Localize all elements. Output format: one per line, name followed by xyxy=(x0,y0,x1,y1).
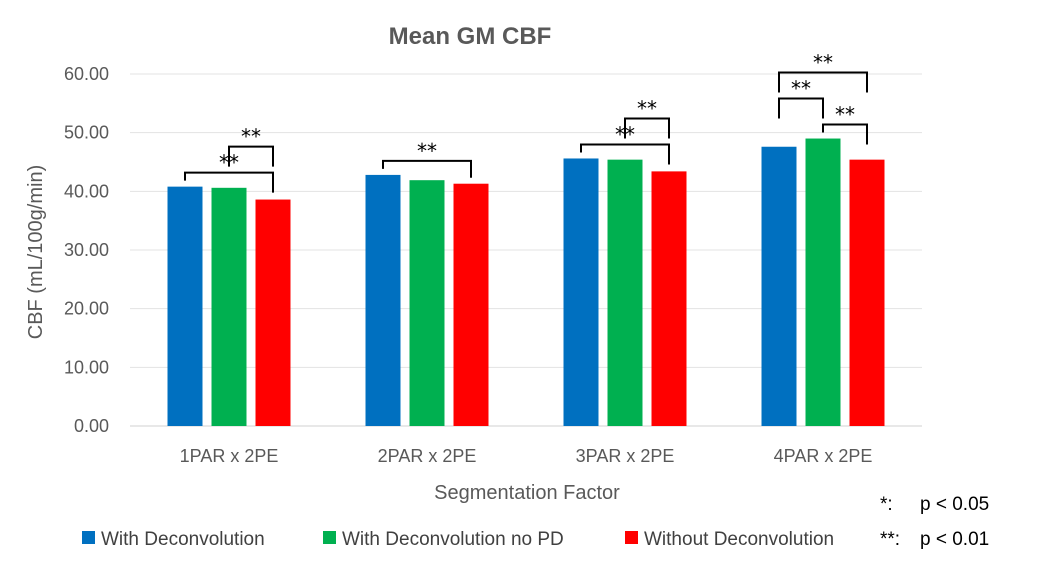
bar xyxy=(805,138,841,427)
significance-bracket xyxy=(228,145,274,167)
bar xyxy=(849,159,885,427)
significance-label: ** xyxy=(637,96,657,120)
significance-legend-symbol: *: xyxy=(880,494,893,515)
significance-label: ** xyxy=(835,103,855,127)
significance-label: ** xyxy=(417,139,437,163)
y-tick-label: 60.00 xyxy=(64,64,109,84)
y-axis-ticks: 0.00 10.00 20.00 30.00 40.00 50.00 60.00 xyxy=(64,64,109,436)
y-tick-label: 10.00 xyxy=(64,357,109,377)
bar xyxy=(255,199,291,426)
bar xyxy=(211,187,247,426)
x-tick-label: 2PAR x 2PE xyxy=(378,446,477,466)
legend-label: With Deconvolution no PD xyxy=(342,529,564,550)
x-tick-label: 1PAR x 2PE xyxy=(180,446,279,466)
x-axis-ticks: 1PAR x 2PE 2PAR x 2PE 3PAR x 2PE 4PAR x 2PE xyxy=(180,446,873,466)
bar xyxy=(365,174,401,426)
legend: With Deconvolution With Deconvolution no … xyxy=(82,529,834,550)
significance-legend-symbol: **: xyxy=(880,529,900,550)
x-tick-label: 3PAR x 2PE xyxy=(576,446,675,466)
significance-bracket xyxy=(624,117,670,139)
bars xyxy=(167,138,885,427)
x-axis-label: Segmentation Factor xyxy=(434,482,620,504)
y-tick-label: 20.00 xyxy=(64,299,109,319)
significance-bracket xyxy=(580,143,670,165)
significance-bracket xyxy=(778,97,824,119)
significance-bracket xyxy=(382,159,472,178)
significance-label: ** xyxy=(241,125,261,149)
bar xyxy=(761,146,797,426)
significance-bracket xyxy=(184,171,274,193)
legend-swatch xyxy=(625,531,638,544)
y-tick-label: 0.00 xyxy=(74,416,109,436)
y-tick-label: 50.00 xyxy=(64,123,109,143)
significance-legend: *: p < 0.05 **: p < 0.01 xyxy=(880,494,989,550)
legend-label: Without Deconvolution xyxy=(644,529,834,550)
significance-legend-text: p < 0.05 xyxy=(920,494,989,515)
significance-label: ** xyxy=(791,77,811,101)
bar xyxy=(409,180,445,426)
y-tick-label: 30.00 xyxy=(64,240,109,260)
bar xyxy=(167,186,203,426)
significance-bracket xyxy=(778,71,868,93)
y-axis-label: CBF (mL/100g/min) xyxy=(25,165,47,340)
bar xyxy=(651,171,687,426)
legend-swatch xyxy=(323,531,336,544)
bar xyxy=(453,183,489,426)
legend-label: With Deconvolution xyxy=(101,529,265,550)
bar xyxy=(607,159,643,427)
significance-label: ** xyxy=(813,51,833,75)
bar xyxy=(563,158,599,427)
legend-swatch xyxy=(82,531,95,544)
x-tick-label: 4PAR x 2PE xyxy=(774,446,873,466)
significance-bracket xyxy=(822,123,868,145)
y-tick-label: 40.00 xyxy=(64,181,109,201)
chart-title: Mean GM CBF xyxy=(389,23,552,50)
significance-legend-text: p < 0.01 xyxy=(920,529,989,550)
significance-brackets: **************** xyxy=(184,51,868,193)
